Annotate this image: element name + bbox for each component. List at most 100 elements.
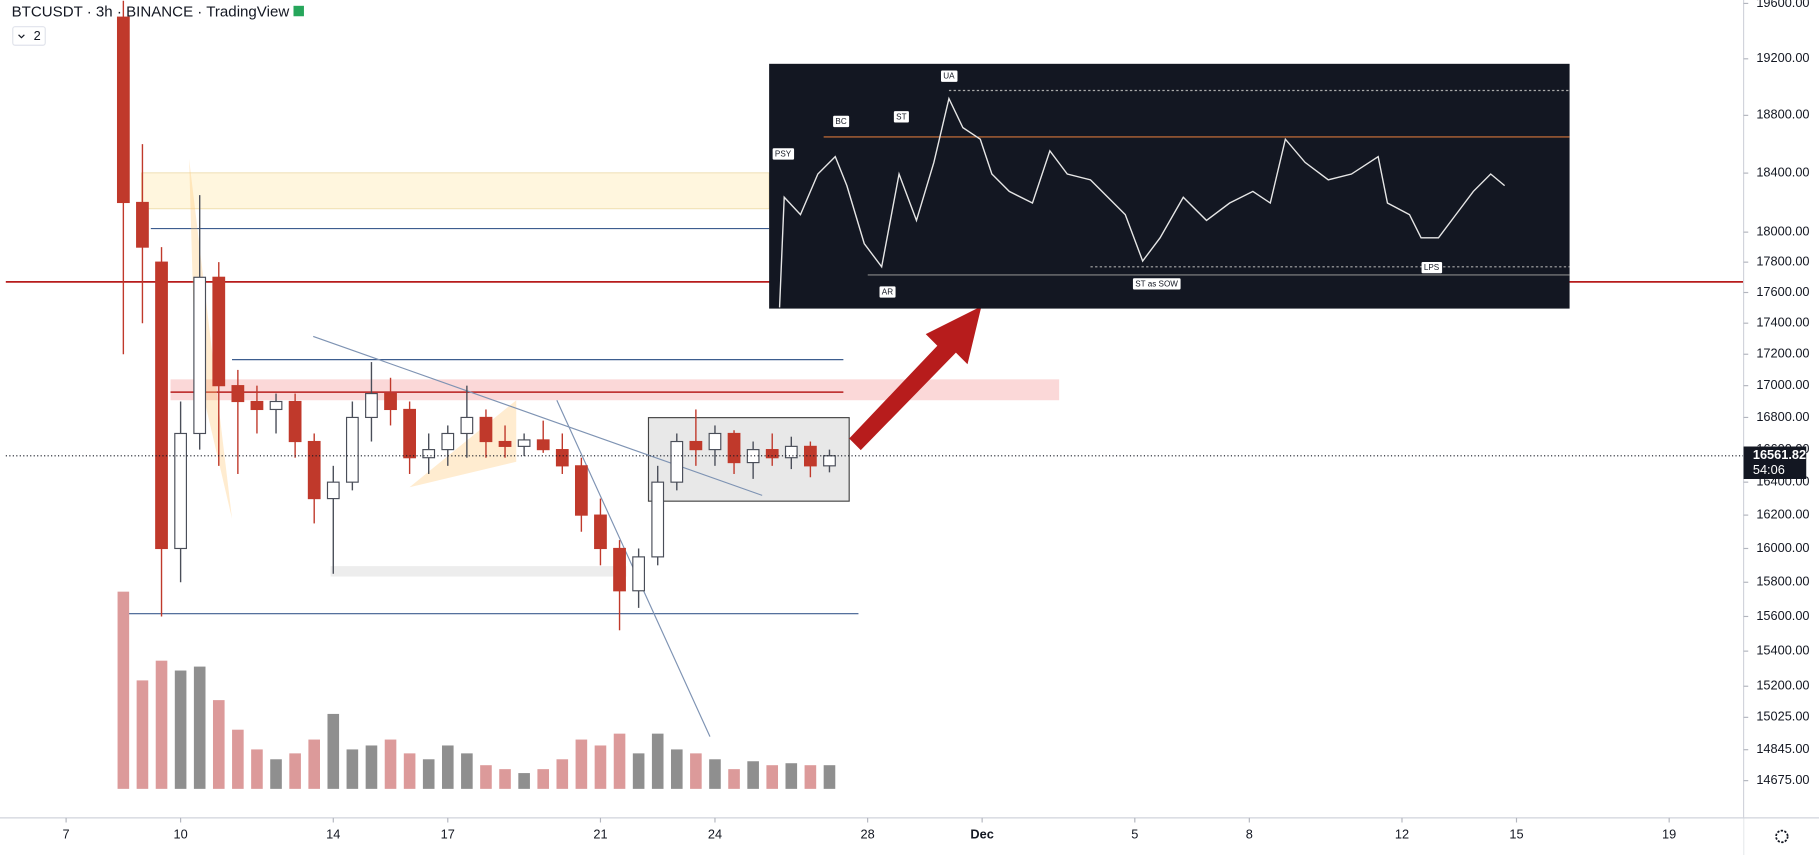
inset-labels: PSY BC ST UA AR ST as SOW LPS xyxy=(772,70,1443,298)
volume-bar xyxy=(251,749,263,789)
candle-body xyxy=(250,400,264,411)
candle-body xyxy=(231,385,245,403)
inset-label-box xyxy=(833,115,850,128)
x-tick-label: 19 xyxy=(1662,827,1676,842)
y-tick-label: 15200.00 xyxy=(1756,678,1809,693)
volume-bar xyxy=(785,763,798,789)
candle-body xyxy=(384,392,397,411)
axes: 19600.00 19200.00 18800.00 18400.00 18000.00… xyxy=(63,0,1810,842)
volume-bar xyxy=(155,660,168,789)
volume-bar xyxy=(174,670,187,789)
volume-bar xyxy=(117,591,130,789)
y-tick-label: 15600.00 xyxy=(1756,608,1809,623)
x-tick-label: 28 xyxy=(861,827,875,842)
candle-body xyxy=(689,440,703,451)
volume-bar xyxy=(327,713,340,789)
candle-body xyxy=(708,432,722,451)
candle-body xyxy=(823,455,836,467)
time-axis xyxy=(0,817,1744,855)
y-tick-label: 17000.00 xyxy=(1756,377,1809,392)
y-tick-label: 17200.00 xyxy=(1756,346,1809,361)
volume-bar xyxy=(346,749,359,789)
candle-body xyxy=(326,481,340,500)
candle-body xyxy=(174,432,187,550)
candle-body xyxy=(632,556,646,592)
zone-box xyxy=(141,172,770,210)
arrow xyxy=(849,306,982,451)
y-tick-label: 16200.00 xyxy=(1756,506,1809,521)
x-tick-label: 12 xyxy=(1395,827,1409,842)
chevron-icon xyxy=(18,34,25,39)
candle-body xyxy=(479,416,493,443)
x-tick-label: 17 xyxy=(441,827,455,842)
volume-bar xyxy=(499,769,511,789)
candle-body xyxy=(136,201,149,248)
x-tick-label: 5 xyxy=(1131,827,1138,842)
candle-body xyxy=(441,432,455,451)
candle-body xyxy=(155,261,168,550)
volume-bar xyxy=(594,745,607,789)
volume-bar xyxy=(709,759,721,789)
candle-body xyxy=(422,449,436,459)
candle-body xyxy=(613,547,626,592)
y-tick-label: 17600.00 xyxy=(1756,284,1809,299)
y-tick-label: 15025.00 xyxy=(1756,709,1809,724)
volume-bar xyxy=(480,765,492,789)
inset-label: UA xyxy=(943,72,955,81)
y-tick-label: 19600.00 xyxy=(1756,0,1809,10)
volume-bar xyxy=(537,769,550,789)
volume-bar xyxy=(728,769,740,789)
candle-body xyxy=(116,16,130,204)
volume-bar xyxy=(556,759,569,789)
inset-panel xyxy=(769,63,1570,309)
inset-label-box xyxy=(879,286,896,298)
volume-bar xyxy=(441,745,454,789)
inset-price xyxy=(778,96,1506,308)
price-tag-countdown: 54:06 xyxy=(1753,462,1785,477)
volume-bar xyxy=(632,753,645,789)
x-tick-label: 24 xyxy=(708,827,722,842)
candle-body xyxy=(517,439,531,447)
inset-label-box xyxy=(940,70,958,82)
x-tick-label: 7 xyxy=(63,827,70,842)
candle-body xyxy=(403,408,416,459)
volume-bar xyxy=(270,759,282,789)
inset-label: PSY xyxy=(775,149,792,158)
volume-bar xyxy=(575,739,588,789)
y-tick-label: 16800.00 xyxy=(1756,409,1809,424)
candle-body xyxy=(784,445,798,459)
y-tick-label: 17400.00 xyxy=(1756,315,1809,330)
price-axis xyxy=(1743,0,1819,855)
price-tag-value: 16561.82 xyxy=(1753,447,1806,462)
candle-body xyxy=(193,276,207,435)
x-tick-label: 8 xyxy=(1246,827,1253,842)
y-tick-label: 14845.00 xyxy=(1756,741,1809,756)
candle-body xyxy=(765,449,779,459)
indicator-toggle[interactable] xyxy=(12,26,46,46)
volume-bar xyxy=(308,739,320,789)
plot xyxy=(5,0,1744,789)
volume-bar xyxy=(747,761,759,789)
volume-bar xyxy=(613,733,626,789)
inset-label: AR xyxy=(882,287,893,296)
volume-bar xyxy=(823,765,836,789)
candle-body xyxy=(212,276,226,387)
inset-label-box xyxy=(893,111,909,123)
volume-bar xyxy=(232,729,244,789)
candle-body xyxy=(594,514,607,550)
candle-body xyxy=(746,449,760,464)
volume-bar xyxy=(403,753,416,789)
volume-bar xyxy=(384,739,397,789)
flag-icon xyxy=(293,5,304,17)
candle-body xyxy=(574,465,588,516)
indicator-count: 2 xyxy=(34,28,41,43)
candle-body xyxy=(269,400,283,411)
inset-label-box xyxy=(772,148,795,160)
volume-bar xyxy=(651,733,664,789)
settings-icon[interactable] xyxy=(1775,829,1789,844)
inset-label: ST xyxy=(896,112,906,121)
candle-body xyxy=(651,481,665,558)
y-tick-label: 14675.00 xyxy=(1756,772,1809,787)
